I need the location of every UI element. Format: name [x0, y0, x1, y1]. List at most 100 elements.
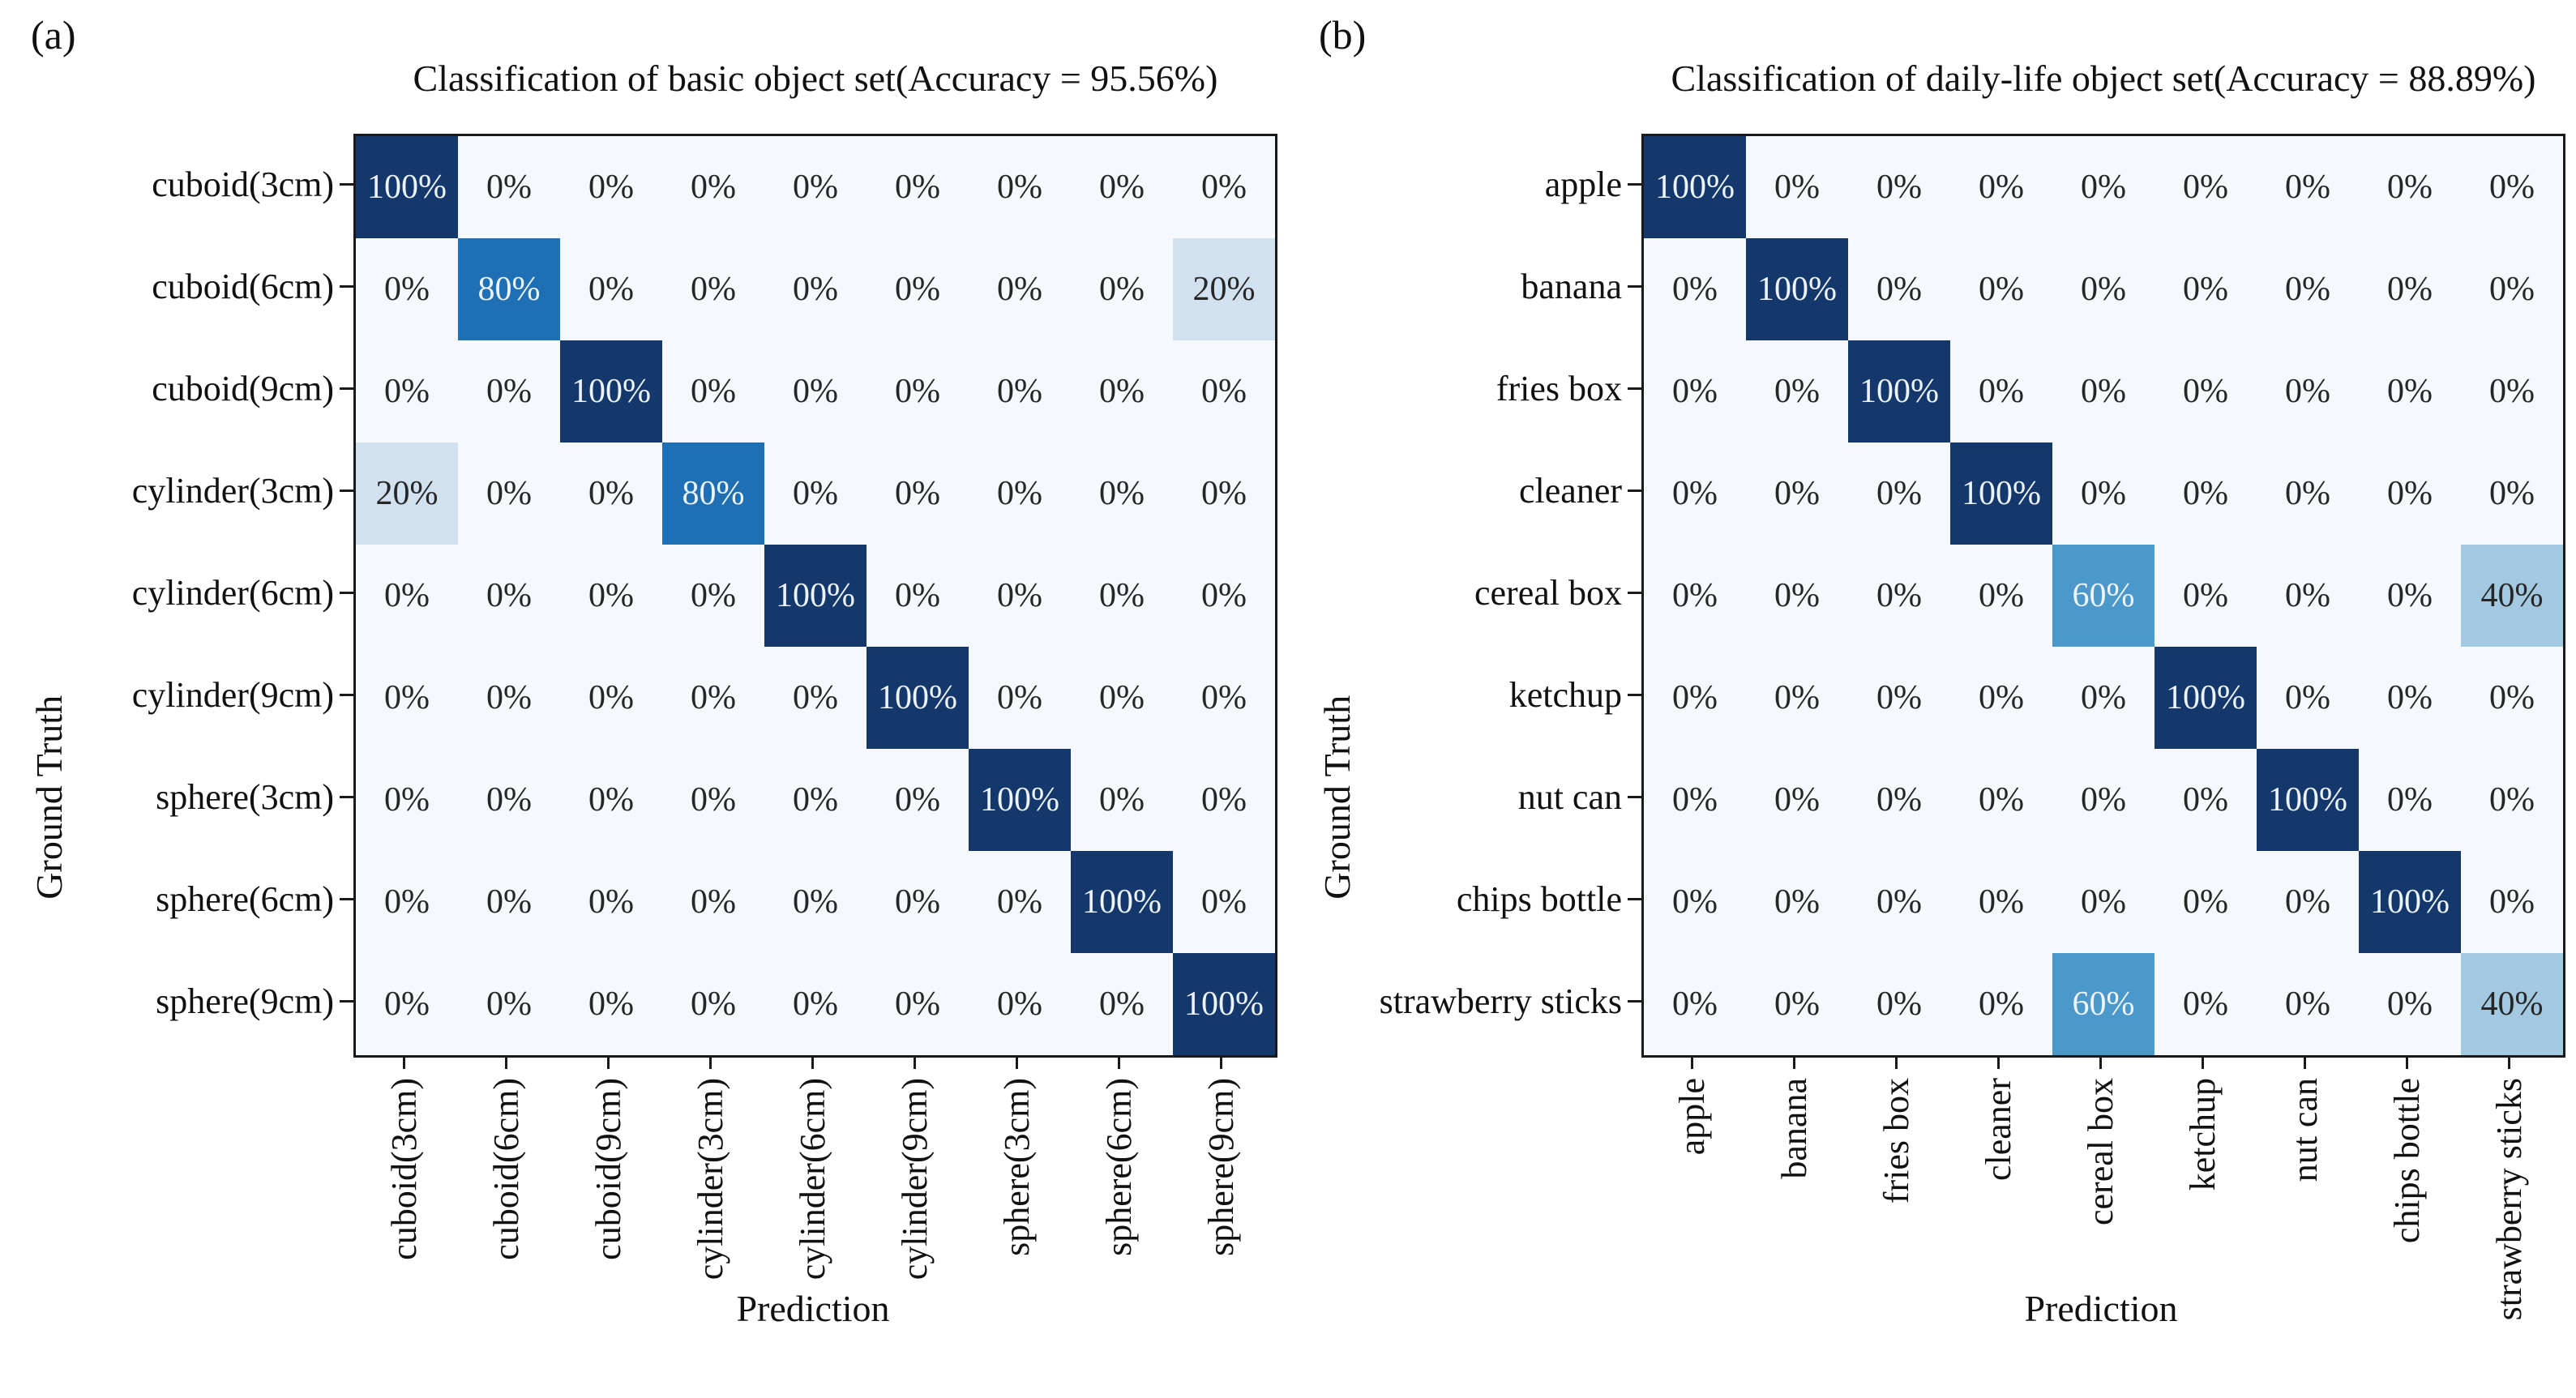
y-tick-mark — [1628, 1000, 1641, 1003]
x-axis-title: Prediction — [2024, 1288, 2178, 1329]
y-tick-label: strawberry sticks — [1379, 981, 1622, 1021]
matrix-cell: 0% — [867, 851, 969, 953]
matrix-cell: 100% — [1071, 851, 1173, 953]
matrix-cell: 60% — [2052, 545, 2155, 647]
x-tick-label: cuboid(6cm) — [486, 1078, 526, 1260]
matrix-cell: 0% — [2461, 340, 2563, 442]
y-tick-mark — [340, 387, 353, 390]
matrix-cell: 0% — [560, 749, 662, 851]
x-tick-slot: banana — [1744, 1078, 1846, 1320]
matrix-cell: 0% — [2257, 238, 2359, 340]
matrix-cell: 0% — [1950, 340, 2052, 442]
matrix-cell: 0% — [1173, 647, 1275, 749]
matrix-cell: 0% — [1071, 647, 1173, 749]
y-tick-labels: apple banana fries box cleaner cereal box ket… — [1288, 0, 1627, 1398]
x-tick-mark — [709, 1055, 712, 1069]
matrix-cell: 0% — [560, 136, 662, 238]
x-tick-slot: chips bottle — [2356, 1078, 2458, 1320]
x-tick-slot: cuboid(3cm) — [353, 1078, 456, 1280]
x-tick-label: nut can — [2285, 1078, 2325, 1182]
matrix-cell: 0% — [662, 340, 764, 442]
y-tick-mark — [1628, 387, 1641, 390]
matrix-cell: 0% — [1746, 953, 1848, 1055]
chart-title: Classification of basic object set(Accur… — [413, 58, 1218, 99]
matrix-cell: 0% — [969, 340, 1071, 442]
y-tick-mark — [1628, 898, 1641, 900]
matrix-cell: 0% — [662, 749, 764, 851]
matrix-cell: 0% — [2359, 953, 2461, 1055]
matrix-cell: 0% — [1848, 953, 1950, 1055]
matrix-cell: 0% — [1644, 851, 1746, 953]
matrix-cell: 0% — [969, 136, 1071, 238]
x-tick-mark — [811, 1055, 814, 1069]
matrix-cell: 0% — [2359, 647, 2461, 749]
matrix-cell: 0% — [764, 953, 867, 1055]
x-tick-labels: apple banana fries box cleaner cereal box ket… — [1641, 1078, 2561, 1320]
matrix-cell: 0% — [560, 238, 662, 340]
matrix-cell: 0% — [2052, 238, 2155, 340]
y-tick-mark — [340, 694, 353, 696]
matrix-cell: 0% — [1746, 442, 1848, 545]
matrix-cell: 0% — [356, 340, 458, 442]
matrix-cell: 0% — [2155, 545, 2257, 647]
x-tick-labels: cuboid(3cm) cuboid(6cm) cuboid(9cm) cylinde… — [353, 1078, 1273, 1280]
matrix-cell: 0% — [764, 647, 867, 749]
matrix-cell: 0% — [1950, 545, 2052, 647]
matrix-cell: 0% — [1746, 647, 1848, 749]
matrix-cell: 0% — [867, 136, 969, 238]
y-tick-mark — [1628, 592, 1641, 594]
matrix-cell: 0% — [458, 545, 560, 647]
y-tick-mark — [340, 183, 353, 186]
y-tick-label: cuboid(9cm) — [152, 369, 334, 408]
matrix-cell: 0% — [2461, 647, 2563, 749]
matrix-cell: 0% — [1950, 238, 2052, 340]
matrix-cell: 0% — [662, 953, 764, 1055]
matrix-cell: 0% — [1644, 238, 1746, 340]
matrix-cell: 0% — [2052, 442, 2155, 545]
chart-title: Classification of daily-life object set(… — [1671, 58, 2536, 99]
matrix-cell: 0% — [764, 238, 867, 340]
x-tick-label: cylinder(3cm) — [691, 1078, 730, 1280]
matrix-cell: 0% — [1848, 545, 1950, 647]
x-tick-mark — [2099, 1055, 2102, 1069]
matrix-cell: 60% — [2052, 953, 2155, 1055]
matrix-cell: 0% — [867, 238, 969, 340]
matrix-cell: 100% — [2257, 749, 2359, 851]
matrix-cell: 100% — [1746, 238, 1848, 340]
matrix-cell: 0% — [2461, 442, 2563, 545]
matrix-cell: 0% — [1173, 442, 1275, 545]
matrix-cell: 0% — [1071, 442, 1173, 545]
x-tick-slot: cylinder(9cm) — [864, 1078, 966, 1280]
matrix-cell: 0% — [2052, 851, 2155, 953]
matrix-cell: 0% — [969, 545, 1071, 647]
matrix-cell: 0% — [764, 442, 867, 545]
x-tick-slot: cleaner — [1948, 1078, 2050, 1320]
x-tick-label: cuboid(3cm) — [384, 1078, 424, 1260]
matrix-cell: 0% — [458, 340, 560, 442]
matrix-cell: 0% — [560, 442, 662, 545]
matrix-cell: 0% — [356, 545, 458, 647]
x-tick-slot: cuboid(9cm) — [558, 1078, 660, 1280]
x-tick-slot: sphere(9cm) — [1170, 1078, 1273, 1280]
matrix-cell: 0% — [458, 442, 560, 545]
matrix-cell: 0% — [1173, 851, 1275, 953]
matrix-cell: 100% — [969, 749, 1071, 851]
matrix-cell: 0% — [458, 749, 560, 851]
matrix-cell: 0% — [1071, 136, 1173, 238]
matrix-cell: 0% — [560, 851, 662, 953]
matrix-cell: 0% — [1071, 545, 1173, 647]
y-tick-mark — [340, 796, 353, 798]
matrix-cell: 0% — [1644, 442, 1746, 545]
y-tick-label: cylinder(6cm) — [131, 573, 334, 613]
matrix-cell: 0% — [2359, 442, 2461, 545]
x-tick-slot: cuboid(6cm) — [456, 1078, 558, 1280]
x-tick-mark — [403, 1055, 405, 1069]
matrix-cell: 0% — [1644, 340, 1746, 442]
matrix-cell: 0% — [1173, 340, 1275, 442]
y-tick-label: chips bottle — [1456, 879, 1622, 919]
y-tick-label: cleaner — [1519, 471, 1622, 511]
matrix-cell: 0% — [2257, 136, 2359, 238]
matrix-cell: 0% — [2359, 136, 2461, 238]
matrix-cell: 100% — [1644, 136, 1746, 238]
